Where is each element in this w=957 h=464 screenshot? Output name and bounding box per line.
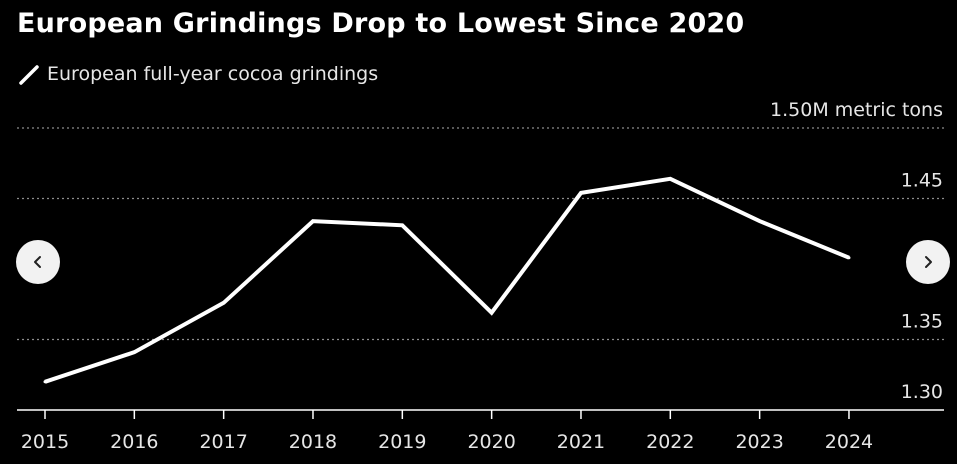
chevron-left-icon	[34, 256, 41, 268]
x-tick-label: 2024	[825, 431, 873, 453]
chart-title: European Grindings Drop to Lowest Since …	[17, 8, 745, 39]
data-point	[43, 380, 47, 384]
data-point	[311, 219, 315, 223]
chevron-right-icon	[925, 256, 932, 268]
y-tick-label: 1.45	[901, 170, 943, 192]
data-point	[668, 177, 672, 181]
data-point	[847, 256, 851, 260]
x-tick-label: 2019	[378, 431, 426, 453]
data-point	[132, 350, 136, 354]
series-line	[44, 176, 850, 384]
legend: European full-year cocoa grindings	[17, 61, 378, 87]
x-tick-label: 2018	[289, 431, 337, 453]
x-tick-label: 2016	[110, 431, 158, 453]
previous-chart-button[interactable]	[16, 240, 60, 284]
data-point	[758, 219, 762, 223]
x-tick-label: 2020	[467, 431, 515, 453]
x-tick-label: 2022	[646, 431, 694, 453]
data-point	[222, 301, 226, 305]
legend-label: European full-year cocoa grindings	[47, 63, 379, 85]
x-tick-label: 2015	[21, 431, 69, 453]
next-chart-button[interactable]	[906, 240, 950, 284]
data-point	[400, 223, 404, 227]
line-swatch-icon	[19, 65, 39, 85]
y-tick-label: 1.35	[901, 311, 943, 333]
x-tick-label: 2017	[199, 431, 247, 453]
x-tick-label: 2023	[735, 431, 783, 453]
data-point	[579, 191, 583, 195]
y-tick-label: 1.50M metric tons	[770, 99, 943, 121]
x-tick-label: 2021	[557, 431, 605, 453]
data-point	[490, 311, 494, 315]
y-tick-label: 1.30	[901, 381, 943, 403]
